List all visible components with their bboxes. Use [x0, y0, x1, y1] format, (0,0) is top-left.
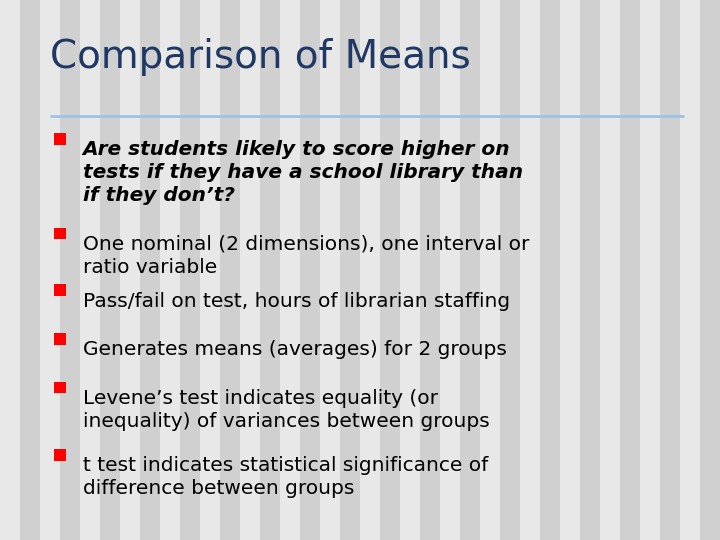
Bar: [200, 0, 220, 540]
Bar: [420, 0, 440, 540]
FancyBboxPatch shape: [54, 333, 66, 345]
Bar: [460, 0, 480, 540]
Bar: [120, 0, 140, 540]
Bar: [680, 0, 700, 540]
Bar: [520, 0, 540, 540]
Bar: [700, 0, 720, 540]
Text: Are students likely to score higher on
tests if they have a school library than
: Are students likely to score higher on t…: [83, 140, 523, 205]
Bar: [160, 0, 180, 540]
Bar: [320, 0, 340, 540]
Bar: [600, 0, 620, 540]
FancyBboxPatch shape: [54, 228, 66, 239]
Text: Pass/fail on test, hours of librarian staffing: Pass/fail on test, hours of librarian st…: [83, 292, 510, 310]
FancyBboxPatch shape: [54, 449, 66, 461]
Bar: [60, 0, 80, 540]
Bar: [540, 0, 560, 540]
Bar: [220, 0, 240, 540]
Bar: [480, 0, 500, 540]
Text: Levene’s test indicates equality (or
inequality) of variances between groups: Levene’s test indicates equality (or ine…: [83, 389, 490, 430]
Bar: [300, 0, 320, 540]
Text: One nominal (2 dimensions), one interval or
ratio variable: One nominal (2 dimensions), one interval…: [83, 235, 529, 276]
Bar: [400, 0, 420, 540]
Bar: [0, 0, 20, 540]
Bar: [620, 0, 640, 540]
Bar: [560, 0, 580, 540]
Bar: [360, 0, 380, 540]
Bar: [140, 0, 160, 540]
Bar: [580, 0, 600, 540]
Bar: [40, 0, 60, 540]
Bar: [640, 0, 660, 540]
Bar: [500, 0, 520, 540]
Bar: [20, 0, 40, 540]
Text: t test indicates statistical significance of
difference between groups: t test indicates statistical significanc…: [83, 456, 488, 498]
Bar: [100, 0, 120, 540]
Bar: [340, 0, 360, 540]
Bar: [260, 0, 280, 540]
Bar: [280, 0, 300, 540]
FancyBboxPatch shape: [54, 285, 66, 296]
Bar: [80, 0, 100, 540]
Bar: [440, 0, 460, 540]
Bar: [180, 0, 200, 540]
Text: Generates means (averages) for 2 groups: Generates means (averages) for 2 groups: [83, 340, 507, 359]
FancyBboxPatch shape: [54, 382, 66, 393]
Text: Comparison of Means: Comparison of Means: [50, 38, 471, 76]
Bar: [380, 0, 400, 540]
FancyBboxPatch shape: [54, 133, 66, 145]
Bar: [240, 0, 260, 540]
Bar: [660, 0, 680, 540]
